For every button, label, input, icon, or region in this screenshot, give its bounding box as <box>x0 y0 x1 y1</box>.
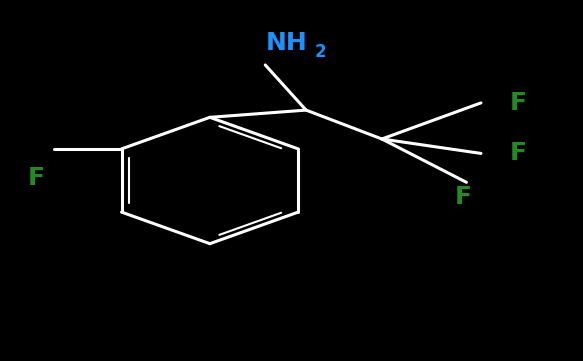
Text: 2: 2 <box>315 43 326 61</box>
Text: F: F <box>27 166 45 190</box>
Text: F: F <box>455 185 472 209</box>
Text: F: F <box>510 91 527 115</box>
Text: F: F <box>510 142 527 165</box>
Text: NH: NH <box>265 31 307 55</box>
